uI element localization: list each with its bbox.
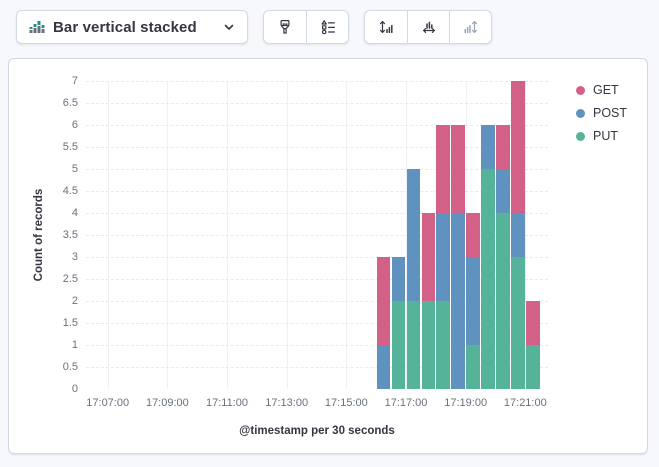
visual-options-button[interactable] — [264, 11, 306, 43]
legend-color-dot — [576, 131, 585, 141]
x-tick-label: 17:11:00 — [206, 397, 249, 409]
x-axis-ticks: 17:07:00 17:09:00 17:11:00 17:13:00 17:15:00… — [86, 397, 548, 410]
axis-button-group — [364, 10, 492, 44]
chevron-down-icon — [223, 21, 235, 33]
vertical-arrows-bars-icon — [378, 19, 394, 35]
horizontal-gridline — [86, 125, 548, 126]
y-tick-label: 1.5 — [62, 317, 78, 329]
y-tick-label: 3 — [71, 251, 78, 263]
horizontal-gridline — [86, 147, 548, 148]
bar-segment-get[interactable] — [511, 81, 525, 213]
paintbrush-icon — [277, 19, 293, 35]
bar-segment-post[interactable] — [466, 257, 480, 345]
y-tick-label: 3.5 — [62, 229, 78, 241]
x-axis-title: @timestamp per 30 seconds — [239, 425, 395, 437]
bar-segment-post[interactable] — [481, 125, 495, 169]
bar-segment-put[interactable] — [406, 301, 421, 389]
bar-segment-get[interactable] — [496, 125, 510, 169]
shapes-list-icon — [320, 19, 336, 35]
bar-segment-put[interactable] — [421, 301, 436, 389]
y-tick-label: 5 — [71, 163, 78, 175]
x-tick-label: 17:17:00 — [384, 397, 428, 409]
chart-panel: Count of records 0 0.5 1 1.5 2 2.5 3 3.5 4 4.5 5 5.… — [8, 58, 648, 454]
y-tick-label: 0.5 — [62, 361, 78, 373]
horizontal-gridline — [86, 169, 548, 170]
chart-type-dropdown[interactable]: Bar vertical stacked — [16, 10, 248, 44]
horizontal-gridline — [86, 191, 548, 192]
x-tick-label: 17:19:00 — [444, 397, 488, 409]
legend-color-dot — [576, 85, 585, 95]
y-tick-label: 5.5 — [62, 141, 78, 153]
horizontal-gridline — [86, 81, 548, 82]
right-axis-button[interactable] — [449, 11, 491, 43]
horizontal-gridline — [86, 257, 548, 258]
legend-options-button[interactable] — [306, 11, 348, 43]
left-axis-button[interactable] — [365, 11, 407, 43]
bar-segment-post[interactable] — [511, 213, 525, 257]
y-tick-label: 0 — [71, 383, 78, 395]
legend: GET POST PUT — [576, 83, 627, 143]
bar-segment-post[interactable] — [436, 213, 451, 301]
x-tick-label: 17:09:00 — [145, 397, 189, 409]
bar-segment-post[interactable] — [376, 345, 391, 389]
x-tick-label: 17:21:00 — [503, 397, 547, 409]
y-tick-label: 6.5 — [62, 97, 78, 109]
y-tick-label: 1 — [71, 339, 78, 351]
legend-color-dot — [576, 108, 585, 118]
bar-segment-get[interactable] — [466, 213, 480, 257]
y-tick-label: 2.5 — [62, 273, 78, 285]
legend-label: POST — [593, 106, 628, 120]
bar-segment-get[interactable] — [436, 125, 451, 213]
legend-item-post[interactable]: POST — [576, 106, 627, 120]
bars-vertical-arrows-icon — [463, 19, 479, 35]
horizontal-gridline — [86, 213, 548, 214]
bar-segment-get[interactable] — [451, 125, 465, 213]
y-tick-label: 4 — [71, 207, 78, 219]
style-button-group — [263, 10, 349, 44]
toolbar: Bar vertical stacked — [16, 10, 492, 44]
horizontal-gridline — [86, 279, 548, 280]
legend-item-get[interactable]: GET — [576, 83, 627, 97]
horizontal-gridline — [86, 301, 548, 302]
bar-segment-put[interactable] — [511, 257, 525, 389]
y-tick-label: 6 — [71, 119, 78, 131]
legend-item-put[interactable]: PUT — [576, 129, 627, 143]
horizontal-gridline — [86, 345, 548, 346]
y-axis-ticks: 0 0.5 1 1.5 2 2.5 3 3.5 4 4.5 5 5.5 6 6.5 7 — [9, 75, 78, 395]
bar-segment-put[interactable] — [436, 301, 451, 389]
bar-segment-put[interactable] — [466, 345, 480, 389]
bar-segment-put[interactable] — [525, 345, 540, 389]
bottom-axis-button[interactable] — [407, 11, 449, 43]
x-tick-label: 17:13:00 — [265, 397, 309, 409]
bar-segment-put[interactable] — [481, 169, 495, 389]
bar-segment-get[interactable] — [376, 257, 391, 345]
y-tick-label: 7 — [71, 75, 78, 87]
bar-segment-put[interactable] — [391, 301, 406, 389]
plot-area — [86, 81, 548, 389]
bar-segment-put[interactable] — [496, 213, 510, 389]
bar-segment-post[interactable] — [496, 169, 510, 213]
legend-label: GET — [593, 83, 619, 97]
x-tick-label: 17:07:00 — [86, 397, 130, 409]
horizontal-arrows-bars-icon — [421, 19, 437, 35]
bar-segment-get[interactable] — [525, 301, 540, 345]
y-tick-label: 4.5 — [62, 185, 78, 197]
bar-segment-post[interactable] — [451, 213, 465, 389]
legend-label: PUT — [593, 129, 618, 143]
bar-vertical-stacked-icon — [29, 19, 45, 35]
x-tick-label: 17:15:00 — [324, 397, 368, 409]
horizontal-gridline — [86, 235, 548, 236]
bar-segment-get[interactable] — [421, 213, 436, 301]
chart-type-label: Bar vertical stacked — [53, 18, 197, 36]
horizontal-gridline — [86, 367, 548, 368]
y-tick-label: 2 — [71, 295, 78, 307]
horizontal-gridline — [86, 323, 548, 324]
bar-segment-post[interactable] — [391, 257, 406, 301]
horizontal-gridline — [86, 103, 548, 104]
bar-segment-post[interactable] — [406, 169, 421, 301]
